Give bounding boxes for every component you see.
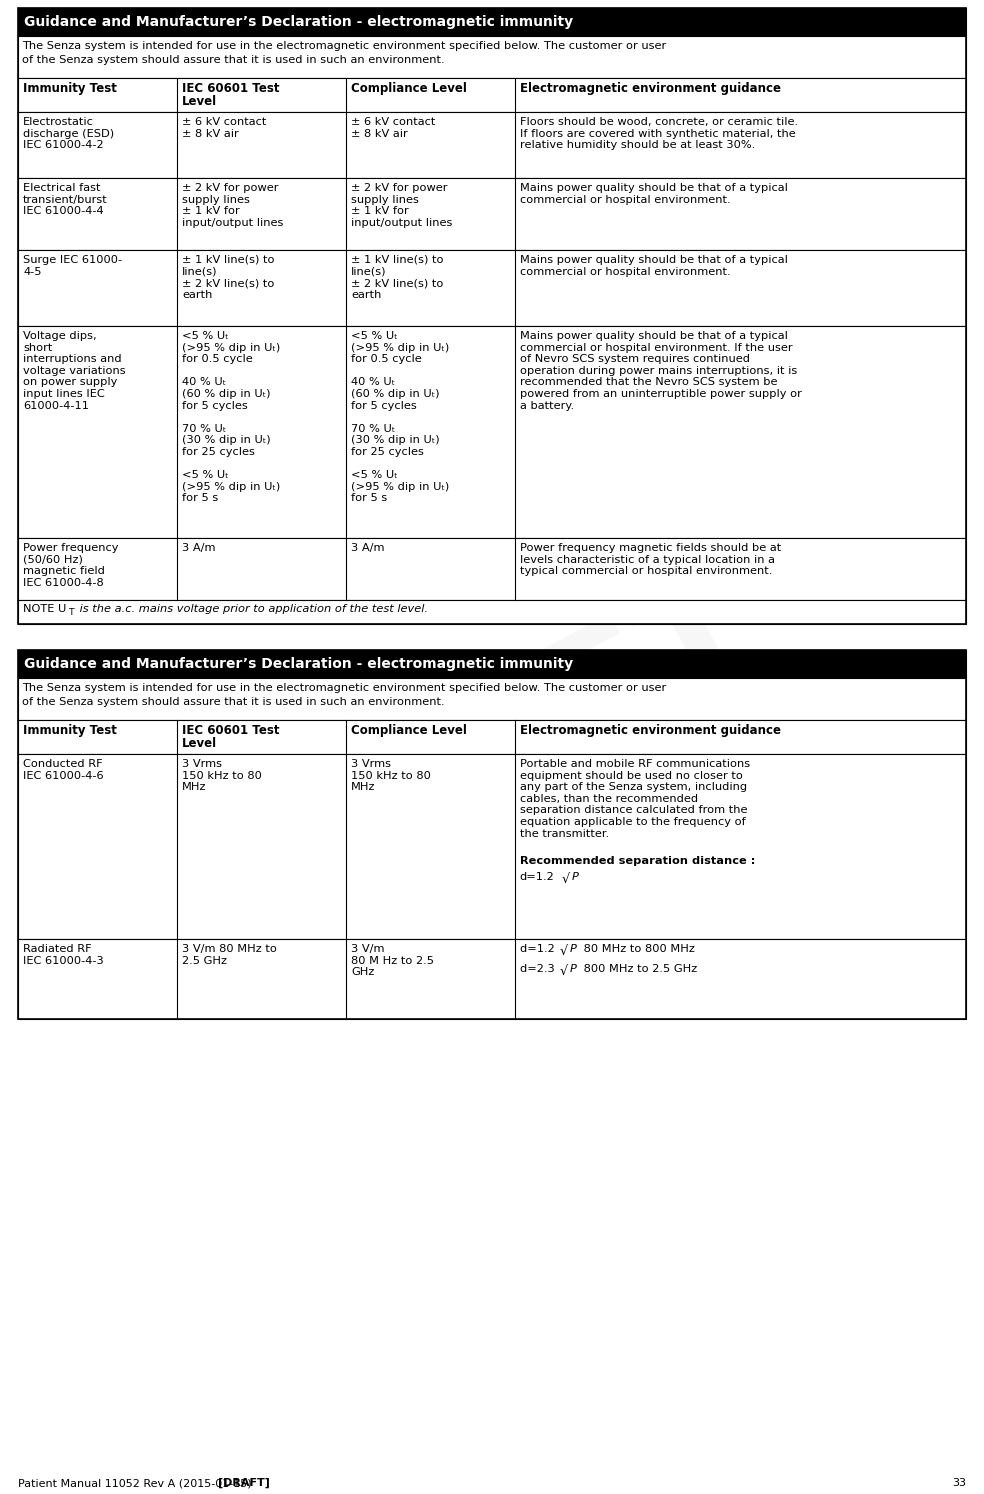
Text: NOTE U: NOTE U	[23, 604, 66, 614]
Bar	[18, 650, 966, 678]
Text: Electrostatic
discharge (ESD)
IEC 61000-4-2: Electrostatic discharge (ESD) IEC 61000-…	[23, 117, 114, 151]
Text: Mains power quality should be that of a typical
commercial or hospital environme: Mains power quality should be that of a …	[520, 332, 802, 411]
Bar	[18, 940, 966, 1019]
Bar	[18, 78, 966, 112]
Text: Electromagnetic environment guidance: Electromagnetic environment guidance	[520, 82, 780, 96]
Bar	[18, 538, 966, 601]
Text: d=1.2: d=1.2	[520, 944, 558, 955]
Text: Guidance and Manufacturer’s Declaration - electromagnetic immunity: Guidance and Manufacturer’s Declaration …	[24, 657, 573, 671]
Text: P: P	[572, 872, 579, 881]
Text: Level: Level	[182, 737, 217, 750]
Text: Voltage dips,
short
interruptions and
voltage variations
on power supply
input l: Voltage dips, short interruptions and vo…	[23, 332, 126, 411]
Text: Electrical fast
transient/burst
IEC 61000-4-4: Electrical fast transient/burst IEC 6100…	[23, 182, 108, 217]
Text: 800 MHz to 2.5 GHz: 800 MHz to 2.5 GHz	[580, 964, 697, 974]
Text: ± 1 kV line(s) to
line(s)
± 2 kV line(s) to
earth: ± 1 kV line(s) to line(s) ± 2 kV line(s)…	[351, 255, 444, 300]
Text: P: P	[570, 964, 577, 974]
Text: ± 1 kV line(s) to
line(s)
± 2 kV line(s) to
earth: ± 1 kV line(s) to line(s) ± 2 kV line(s)…	[182, 255, 275, 300]
Text: Electromagnetic environment guidance: Electromagnetic environment guidance	[520, 725, 780, 737]
Bar	[18, 601, 966, 624]
Text: Recommended separation distance :: Recommended separation distance :	[520, 856, 755, 867]
Bar	[18, 678, 966, 720]
Text: is the a.c. mains voltage prior to application of the test level.: is the a.c. mains voltage prior to appli…	[76, 604, 428, 614]
Text: ± 2 kV for power
supply lines
± 1 kV for
input/output lines: ± 2 kV for power supply lines ± 1 kV for…	[351, 182, 453, 227]
Text: 33: 33	[952, 1478, 966, 1488]
Text: of the Senza system should assure that it is used in such an environment.: of the Senza system should assure that i…	[22, 55, 445, 66]
Bar	[18, 112, 966, 178]
Text: 3 A/m: 3 A/m	[351, 542, 385, 553]
Text: DRAFT: DRAFT	[205, 547, 779, 947]
Text: <5 % Uₜ
(>95 % dip in Uₜ)
for 0.5 cycle

40 % Uₜ
(60 % dip in Uₜ)
for 5 cycles

: <5 % Uₜ (>95 % dip in Uₜ) for 0.5 cycle …	[351, 332, 450, 503]
Text: Compliance Level: Compliance Level	[351, 725, 466, 737]
Text: 3 A/m: 3 A/m	[182, 542, 215, 553]
Text: √: √	[562, 872, 570, 886]
Text: of the Senza system should assure that it is used in such an environment.: of the Senza system should assure that i…	[22, 698, 445, 707]
Text: Power frequency magnetic fields should be at
levels characteristic of a typical : Power frequency magnetic fields should b…	[520, 542, 781, 577]
Text: Level: Level	[182, 96, 217, 108]
Text: P: P	[570, 944, 577, 955]
Text: The Senza system is intended for use in the electromagnetic environment specifie: The Senza system is intended for use in …	[22, 683, 666, 693]
Bar	[18, 650, 966, 1019]
Text: 3 Vrms
150 kHz to 80
MHz: 3 Vrms 150 kHz to 80 MHz	[182, 759, 262, 792]
Text: Guidance and Manufacturer’s Declaration - electromagnetic immunity: Guidance and Manufacturer’s Declaration …	[24, 15, 573, 28]
Text: Conducted RF
IEC 61000-4-6: Conducted RF IEC 61000-4-6	[23, 759, 103, 780]
Text: 3 Vrms
150 kHz to 80
MHz: 3 Vrms 150 kHz to 80 MHz	[351, 759, 431, 792]
Text: IEC 60601 Test: IEC 60601 Test	[182, 82, 279, 96]
Text: Mains power quality should be that of a typical
commercial or hospital environme: Mains power quality should be that of a …	[520, 182, 787, 205]
Bar	[18, 249, 966, 326]
Text: ± 6 kV contact
± 8 kV air: ± 6 kV contact ± 8 kV air	[351, 117, 435, 139]
Text: Immunity Test: Immunity Test	[23, 725, 117, 737]
Text: √: √	[560, 946, 568, 958]
Text: Floors should be wood, concrete, or ceramic tile.
If floors are covered with syn: Floors should be wood, concrete, or cera…	[520, 117, 798, 151]
Bar	[18, 7, 966, 36]
Text: Immunity Test: Immunity Test	[23, 82, 117, 96]
Text: The Senza system is intended for use in the electromagnetic environment specifie: The Senza system is intended for use in …	[22, 40, 666, 51]
Text: Patient Manual 11052 Rev A (2015-01-15): Patient Manual 11052 Rev A (2015-01-15)	[18, 1478, 255, 1488]
Text: Radiated RF
IEC 61000-4-3: Radiated RF IEC 61000-4-3	[23, 944, 103, 965]
Bar	[18, 326, 966, 538]
Text: 3 V/m
80 M Hz to 2.5
GHz: 3 V/m 80 M Hz to 2.5 GHz	[351, 944, 434, 977]
Bar	[18, 178, 966, 249]
Text: <5 % Uₜ
(>95 % dip in Uₜ)
for 0.5 cycle

40 % Uₜ
(60 % dip in Uₜ)
for 5 cycles

: <5 % Uₜ (>95 % dip in Uₜ) for 0.5 cycle …	[182, 332, 280, 503]
Text: IEC 60601 Test: IEC 60601 Test	[182, 725, 279, 737]
Bar	[18, 7, 966, 624]
Text: ± 6 kV contact
± 8 kV air: ± 6 kV contact ± 8 kV air	[182, 117, 267, 139]
Text: ± 2 kV for power
supply lines
± 1 kV for
input/output lines: ± 2 kV for power supply lines ± 1 kV for…	[182, 182, 283, 227]
Text: √: √	[560, 965, 568, 979]
Text: 3 V/m 80 MHz to
2.5 GHz: 3 V/m 80 MHz to 2.5 GHz	[182, 944, 277, 965]
Text: Mains power quality should be that of a typical
commercial or hospital environme: Mains power quality should be that of a …	[520, 255, 787, 276]
Bar	[18, 754, 966, 940]
Text: d=1.2: d=1.2	[520, 872, 555, 881]
Bar	[18, 36, 966, 78]
Text: T: T	[68, 608, 74, 617]
Text: Surge IEC 61000-
4-5: Surge IEC 61000- 4-5	[23, 255, 122, 276]
Text: d=2.3: d=2.3	[520, 964, 558, 974]
Text: 80 MHz to 800 MHz: 80 MHz to 800 MHz	[580, 944, 695, 955]
Text: [DRAFT]: [DRAFT]	[218, 1478, 270, 1488]
Text: Compliance Level: Compliance Level	[351, 82, 466, 96]
Text: Portable and mobile RF communications
equipment should be used no closer to
any : Portable and mobile RF communications eq…	[520, 759, 750, 838]
Text: Power frequency
(50/60 Hz)
magnetic field
IEC 61000-4-8: Power frequency (50/60 Hz) magnetic fiel…	[23, 542, 118, 587]
Bar	[18, 720, 966, 754]
